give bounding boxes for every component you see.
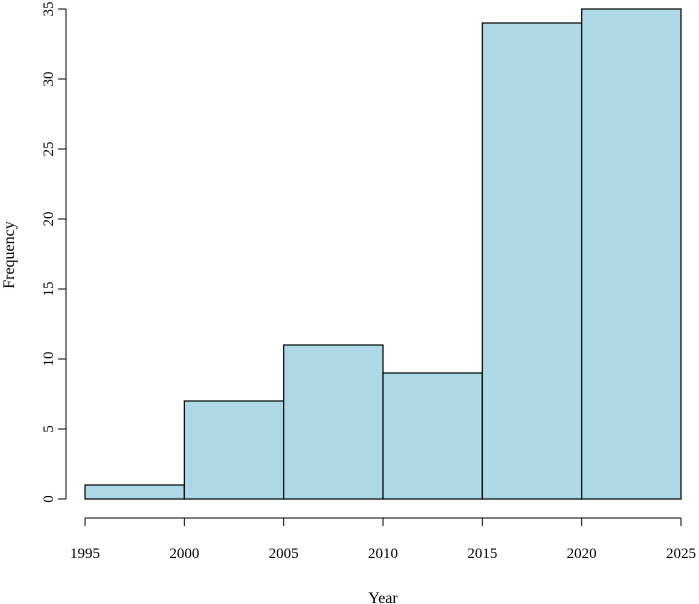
y-tick-label: 35 [41, 2, 57, 17]
y-tick-label: 0 [41, 495, 57, 503]
x-tick-label: 2025 [666, 546, 696, 562]
y-tick-label: 5 [41, 425, 57, 433]
x-axis: 1995 2000 2005 2010 2015 2020 2025 [70, 517, 696, 562]
y-tick-label: 15 [41, 282, 57, 297]
x-axis-label: Year [368, 590, 398, 604]
y-tick-label: 20 [41, 212, 57, 227]
x-tick-label: 2000 [169, 546, 199, 562]
histogram-bar-2015-2020 [481, 22, 583, 500]
x-tick-label: 2020 [567, 546, 597, 562]
histogram-bar-2000-2005 [183, 400, 285, 500]
x-tick-label: 2010 [368, 546, 398, 562]
y-axis: 0 5 10 15 20 25 30 35 [41, 2, 67, 503]
x-tick-label: 2005 [269, 546, 299, 562]
y-tick-label: 25 [41, 142, 57, 157]
histogram-bar-1995-2000 [84, 484, 185, 500]
histogram-bar-2010-2015 [382, 372, 483, 500]
histogram-bar-2020-2025 [581, 8, 682, 500]
x-tick-label: 1995 [70, 546, 100, 562]
y-tick-label: 10 [41, 352, 57, 367]
histogram-bar-2005-2010 [283, 344, 384, 500]
bars-group [84, 8, 682, 500]
x-tick-label: 2015 [467, 546, 497, 562]
y-tick-label: 30 [41, 72, 57, 87]
y-axis-label: Frequency [1, 221, 18, 289]
